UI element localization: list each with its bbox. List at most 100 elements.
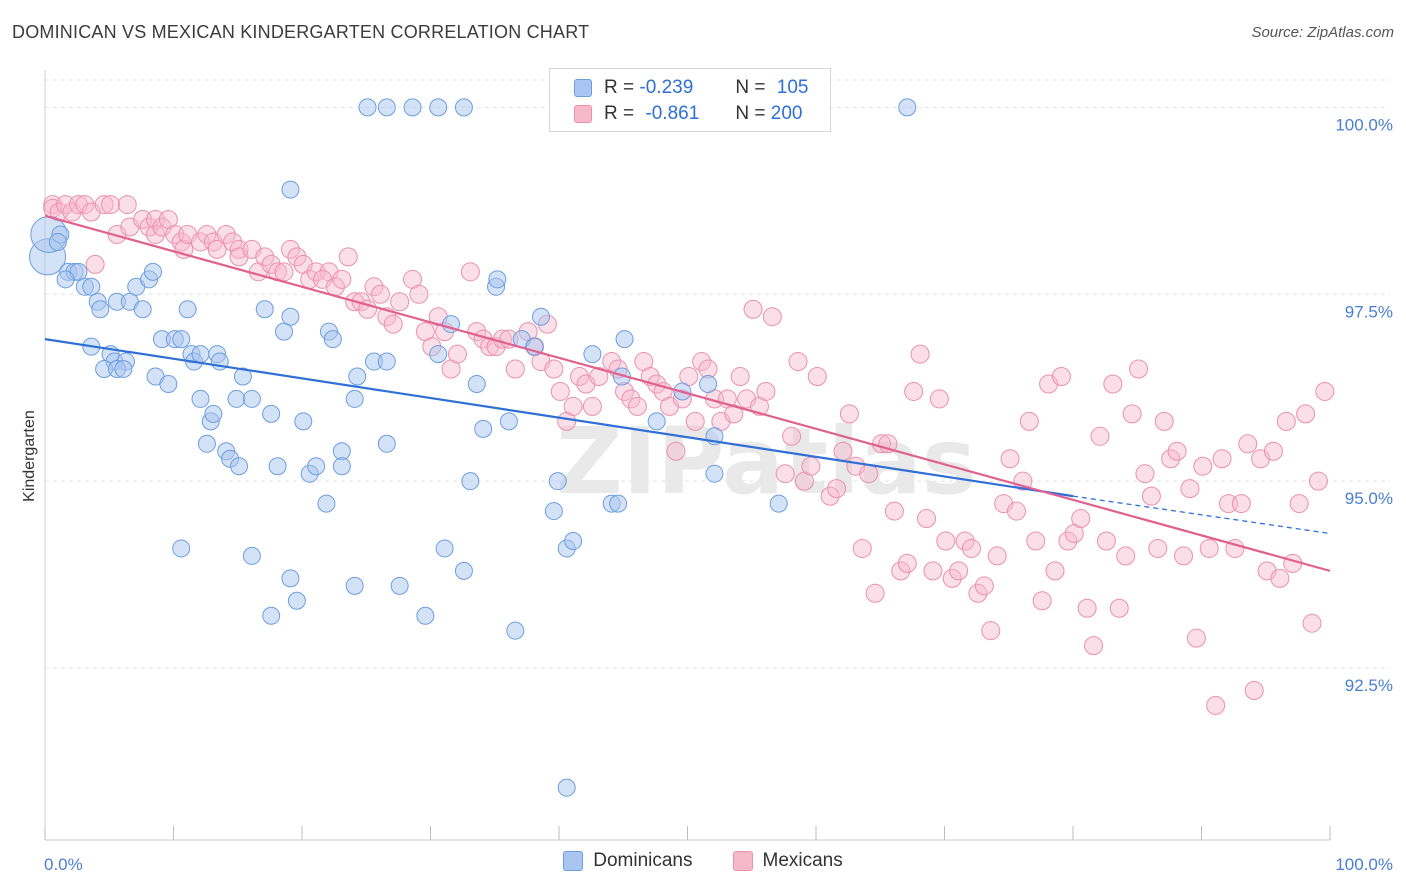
dominicans-point <box>583 345 602 364</box>
dominicans-point <box>172 539 191 558</box>
mexicans-point <box>1103 374 1123 394</box>
mexicans-point <box>923 561 943 581</box>
mexicans-point <box>1058 531 1078 551</box>
mexicans-point <box>788 352 808 372</box>
mexicans-point <box>1148 538 1168 558</box>
mexicans-point <box>338 247 358 267</box>
series-legend: Dominicans Mexicans <box>0 850 1406 872</box>
mexicans-point <box>1238 434 1258 454</box>
mexicans-point <box>505 359 525 379</box>
mexicans-point <box>1161 449 1181 469</box>
dominicans-point <box>548 472 567 491</box>
mexicans-point <box>692 352 712 372</box>
mexicans-point <box>968 583 988 603</box>
dominicans-trend-line <box>44 338 1074 498</box>
mexicans-point <box>287 247 307 267</box>
legend-item-dominicans[interactable]: Dominicans <box>563 850 693 872</box>
watermark: ZIPatlas <box>556 408 976 515</box>
mexicans-point <box>280 239 300 259</box>
mexicans-point <box>762 307 782 327</box>
mexicans-point <box>1199 538 1219 558</box>
mexicans-point <box>1296 404 1316 424</box>
dominicans-point <box>82 277 101 296</box>
dominicans-point <box>268 457 287 476</box>
mexicans-point <box>197 224 217 244</box>
mexicans-point <box>1289 494 1309 514</box>
mexicans-point <box>1109 598 1129 618</box>
dominicans-point <box>348 367 367 386</box>
mexicans-point <box>1051 367 1071 387</box>
dominicans-n-label: N = <box>735 77 766 98</box>
dominicans-point <box>230 457 249 476</box>
mexicans-point <box>1129 359 1149 379</box>
mexicans-point <box>447 344 467 364</box>
mexicans-point <box>85 254 105 274</box>
mexicans-point <box>827 479 847 499</box>
dominicans-point <box>323 330 342 349</box>
mexicans-point <box>117 195 137 215</box>
dominicans-point <box>242 389 261 408</box>
mexicans-point <box>570 367 590 387</box>
mexicans-point <box>94 195 114 215</box>
axes <box>44 70 1331 841</box>
dominicans-point <box>429 345 448 364</box>
mexicans-point <box>1077 598 1097 618</box>
x-tick-label: 0.0% <box>44 855 83 874</box>
mexicans-point <box>274 262 294 282</box>
legend-item-mexicans[interactable]: Mexicans <box>732 850 843 872</box>
mexicans-point <box>255 247 275 267</box>
mexicans-point <box>409 284 429 304</box>
dominicans-point <box>114 360 133 379</box>
mexicans-point <box>1167 441 1187 461</box>
mexicans-point <box>1141 486 1161 506</box>
mexicans-point <box>852 538 872 558</box>
mexicans-point <box>859 464 879 484</box>
mexicans-point <box>865 583 885 603</box>
dominicans-point <box>281 180 300 199</box>
mexicans-point <box>216 224 236 244</box>
dominicans-point <box>461 472 480 491</box>
mexicans-swatch <box>574 105 592 123</box>
legend-row-mexicans: R = -0.861 N = 200 <box>550 101 802 127</box>
mexicans-point <box>1206 695 1226 715</box>
mexicans-point <box>1019 411 1039 431</box>
dominicans-point <box>133 300 152 319</box>
dominicans-point <box>307 457 326 476</box>
mexicans-point <box>685 411 705 431</box>
dominicans-point <box>159 374 178 393</box>
mexicans-point <box>563 396 583 416</box>
mexicans-point <box>974 576 994 596</box>
dominicans-point <box>275 322 294 341</box>
mexicans-point <box>1032 591 1052 611</box>
mexicans-point <box>1212 449 1232 469</box>
trend-lines <box>44 214 1331 572</box>
mexicans-point <box>884 501 904 521</box>
mexicans-point <box>897 553 917 573</box>
dominicans-point <box>332 457 351 476</box>
dominicans-point <box>332 442 351 461</box>
dominicans-point <box>403 98 422 117</box>
mexicans-point <box>1174 546 1194 566</box>
mexicans-point <box>1026 531 1046 551</box>
mexicans-point <box>891 561 911 581</box>
dominicans-point <box>262 404 281 423</box>
mexicans-point <box>75 195 95 215</box>
source-label: Source: ZipAtlas.com <box>1251 24 1394 41</box>
mexicans-point <box>775 464 795 484</box>
dominicans-point <box>197 434 216 453</box>
dominicans-point <box>48 232 67 251</box>
dominicans-trend-extension <box>1072 495 1331 535</box>
mexicans-point <box>801 456 821 476</box>
mexicans-point <box>724 404 744 424</box>
mexicans-point <box>460 262 480 282</box>
mexicans-point <box>332 269 352 289</box>
mexicans-point <box>1071 509 1091 529</box>
mexicans-point <box>910 344 930 364</box>
y-axis-label: Kindergarten <box>21 410 38 502</box>
dominicans-r-value: -0.239 <box>639 77 694 98</box>
mexicans-point <box>1135 464 1155 484</box>
mexicans-n-label: N = <box>735 103 766 124</box>
mexicans-r-value: -0.861 <box>645 103 700 124</box>
mexicans-legend-label: Mexicans <box>762 850 843 871</box>
